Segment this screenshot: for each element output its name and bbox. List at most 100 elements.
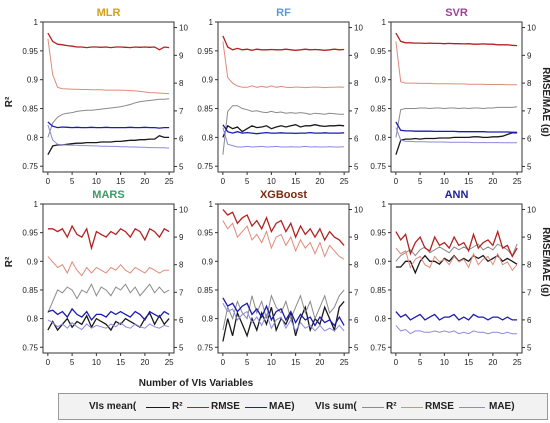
- y-tick-label: 0.95: [370, 47, 386, 56]
- legend-sum-rmse-line: [401, 407, 423, 408]
- y2-tick-label: 5: [179, 343, 184, 352]
- x-tick-label: 0: [394, 177, 399, 186]
- series-mean-rmse-line: [222, 35, 345, 51]
- x-tick-label: 15: [464, 358, 473, 367]
- y-tick-label: 1: [34, 200, 39, 209]
- y-tick-label: 0.85: [370, 286, 386, 295]
- series-sum-rmse-line: [222, 41, 345, 89]
- y-tick-label: 0.95: [22, 229, 38, 238]
- legend-mean-mae-line: [245, 407, 267, 408]
- y-tick-label: 0.85: [197, 286, 213, 295]
- y2-tick-label: 9: [527, 51, 532, 60]
- y-tick-label: 1: [209, 18, 214, 27]
- series-sum-mae-line: [395, 127, 518, 144]
- x-tick-label: 0: [46, 358, 51, 367]
- x-tick-label: 0: [46, 177, 51, 186]
- series-sum-r2-line: [47, 283, 170, 314]
- legend-sum-label: VIs sum(: [315, 401, 357, 412]
- y2-tick-label: 9: [179, 51, 184, 60]
- y-axis-label-right-top: RMSE/MAE (g): [540, 67, 550, 136]
- x-tick-label: 10: [92, 358, 101, 367]
- panel-title: MLR: [97, 7, 121, 19]
- y2-tick-label: 8: [179, 261, 184, 270]
- series-mean-rmse-line: [395, 229, 518, 258]
- y-tick-label: 0.8: [202, 133, 214, 142]
- y2-tick-label: 10: [179, 206, 188, 215]
- y-tick-label: 0.75: [370, 343, 386, 352]
- series-mean-mae-line: [222, 297, 345, 327]
- y-tick-label: 0.75: [197, 162, 213, 171]
- y-tick-label: 1: [382, 200, 387, 209]
- y2-tick-label: 7: [527, 288, 532, 297]
- y2-tick-label: 6: [527, 135, 532, 144]
- series-sum-mae-line: [47, 124, 170, 149]
- y2-tick-label: 7: [179, 107, 184, 116]
- x-tick-label: 15: [291, 358, 300, 367]
- series-mean-r2-line: [222, 124, 345, 138]
- x-tick-label: 0: [221, 177, 226, 186]
- y-tick-label: 0.9: [375, 257, 387, 266]
- series-mean-r2-line: [395, 254, 518, 275]
- y-tick-label: 1: [382, 18, 387, 27]
- x-tick-label: 10: [92, 177, 101, 186]
- y-tick-label: 1: [34, 18, 39, 27]
- plot-frame: [217, 21, 350, 173]
- x-tick-label: 5: [70, 358, 75, 367]
- series-mean-rmse-line: [395, 32, 518, 47]
- series-sum-mae-line: [395, 325, 518, 335]
- y2-tick-label: 6: [354, 316, 359, 325]
- panel-title: RF: [276, 7, 291, 19]
- y2-tick-label: 5: [179, 162, 184, 171]
- panel-title: ANN: [445, 189, 469, 201]
- x-tick-label: 20: [488, 358, 497, 367]
- legend-mean-r2-line: [146, 407, 170, 408]
- series-sum-r2-line: [395, 243, 518, 262]
- legend: VIs mean( R² RMSE MAE) VIs sum( R² RMSE …: [58, 393, 548, 420]
- y2-tick-label: 10: [354, 24, 363, 33]
- y2-tick-label: 5: [527, 343, 532, 352]
- y-tick-label: 0.9: [202, 76, 214, 85]
- legend-mean-mae-label: MAE): [269, 401, 295, 412]
- x-tick-label: 15: [116, 177, 125, 186]
- plot-frame: [390, 21, 523, 173]
- series-mean-mae-line: [395, 121, 518, 133]
- y-tick-label: 0.9: [202, 257, 214, 266]
- y2-tick-label: 7: [354, 288, 359, 297]
- y-tick-label: 0.75: [370, 162, 386, 171]
- y2-tick-label: 5: [527, 162, 532, 171]
- y2-tick-label: 10: [179, 24, 188, 33]
- y2-tick-label: 9: [354, 51, 359, 60]
- series-sum-rmse-line: [222, 220, 345, 260]
- y-tick-label: 1: [209, 200, 214, 209]
- legend-sum-mae-label: MAE): [489, 401, 515, 412]
- x-tick-label: 20: [488, 177, 497, 186]
- legend-mean-rmse-label: RMSE: [211, 401, 240, 412]
- panel-title: XGBoost: [260, 189, 307, 201]
- y2-tick-label: 8: [527, 261, 532, 270]
- x-tick-label: 25: [340, 358, 349, 367]
- series-mean-mae-line: [395, 311, 518, 321]
- y2-tick-label: 9: [527, 233, 532, 242]
- y-tick-label: 0.95: [22, 47, 38, 56]
- y2-tick-label: 8: [354, 79, 359, 88]
- y-axis-label-left-bottom: R²: [4, 256, 15, 267]
- series-sum-rmse-line: [47, 256, 170, 277]
- series-mean-mae-line: [47, 307, 170, 322]
- x-tick-label: 5: [245, 358, 250, 367]
- x-tick-label: 0: [394, 358, 399, 367]
- legend-sum-r2-line: [362, 407, 384, 408]
- x-tick-label: 25: [165, 177, 174, 186]
- plot-frame: [42, 21, 175, 173]
- legend-mean-rmse-line: [187, 407, 209, 408]
- legend-sum-rmse-label: RMSE: [425, 401, 454, 412]
- x-tick-label: 15: [464, 177, 473, 186]
- y-tick-label: 0.9: [27, 257, 39, 266]
- y-tick-label: 0.8: [375, 315, 387, 324]
- y-tick-label: 0.9: [27, 76, 39, 85]
- series-sum-rmse-line: [47, 38, 170, 95]
